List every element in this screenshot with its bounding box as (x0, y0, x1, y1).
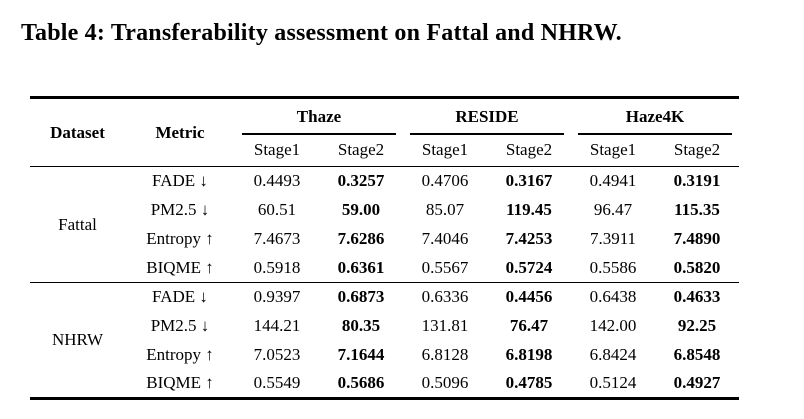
value-cell: 6.8548 (673, 345, 721, 364)
table-row: NHRW FADE ↓ 0.9397 0.6873 0.6336 0.4456 … (30, 282, 739, 399)
value-cell: 76.47 (509, 316, 549, 335)
value-cell: 6.8198 (505, 345, 553, 364)
subcol-reside-stage1: Stage1 (403, 134, 487, 167)
value-cell: 0.6336 (403, 282, 487, 312)
value-cell: 85.07 (425, 200, 465, 219)
value-cell: 0.4493 (253, 171, 301, 191)
dataset-label-fattal: Fattal (58, 214, 97, 234)
table-row: Fattal FADE ↓ 0.4493 0.3257 0.4706 0.316… (30, 167, 739, 233)
value-cell: 0.5686 (337, 373, 385, 393)
metric-label: BIQME ↑ (146, 257, 214, 277)
subcol-thaze-stage2: Stage2 (319, 134, 403, 167)
value-cell: 0.5567 (421, 257, 469, 277)
subcol-reside-stage2: Stage2 (487, 134, 571, 167)
table-row: BIQME ↑ 0.5918 0.6361 0.5567 0.5724 0.55… (30, 254, 739, 283)
value-cell: 115.35 (674, 200, 720, 219)
value-cell: 0.3191 (673, 171, 721, 191)
subcol-haze4k-stage1: Stage1 (571, 134, 655, 167)
value-cell: 0.3167 (505, 171, 553, 191)
value-cell: 0.6873 (319, 282, 403, 312)
header-row-groups: Dataset Metric Thaze RESIDE Haze4K (30, 97, 739, 167)
value-cell: 0.6438 (571, 282, 655, 312)
value-cell: 0.5096 (421, 373, 469, 393)
value-cell: 0.5586 (589, 257, 637, 277)
metric-label: BIQME ↑ (146, 373, 214, 393)
metric-label: FADE ↓ (125, 282, 235, 312)
metric-label: FADE ↓ (152, 171, 208, 191)
value-cell: 0.4633 (655, 282, 739, 312)
value-cell: 0.3257 (337, 171, 385, 191)
table-caption: Table 4: Transferability assessment on F… (21, 20, 622, 46)
subcol-thaze-stage1: Stage1 (235, 134, 319, 167)
table-row: PM2.5 ↓ 60.51 59.00 85.07 119.45 96.47 1… (30, 196, 739, 225)
value-cell: 0.4927 (673, 373, 721, 393)
value-cell: 0.5724 (505, 257, 553, 277)
metric-label: PM2.5 ↓ (150, 200, 210, 219)
value-cell: 0.5820 (673, 257, 721, 277)
table-row: BIQME ↑ 0.5549 0.5686 0.5096 0.4785 0.51… (30, 370, 739, 399)
value-cell: 0.6361 (337, 257, 385, 277)
table-row: PM2.5 ↓ 144.21 80.35 131.81 76.47 142.00… (30, 312, 739, 341)
value-cell: 142.00 (589, 316, 637, 335)
subcol-haze4k-stage2: Stage2 (655, 134, 739, 167)
value-cell: 7.6286 (337, 229, 385, 248)
value-cell: 7.1644 (337, 345, 385, 364)
transferability-table: Dataset Metric Thaze RESIDE Haze4K Stage… (30, 96, 739, 400)
header-row-stages: Stage1 Stage2 Stage1 Stage2 Stage1 Stage… (30, 134, 739, 167)
value-cell: 6.8424 (589, 345, 637, 364)
value-cell: 0.4456 (487, 282, 571, 312)
value-cell: 80.35 (341, 316, 381, 335)
metric-label: Entropy ↑ (146, 345, 214, 364)
value-cell: 0.5124 (589, 373, 637, 393)
dataset-label-nhrw: NHRW (30, 282, 125, 399)
col-header-dataset: Dataset (30, 97, 125, 167)
value-cell: 6.8128 (421, 345, 469, 364)
value-cell: 0.5918 (253, 257, 301, 277)
value-cell: 0.5549 (253, 373, 301, 393)
value-cell: 144.21 (253, 316, 301, 335)
table-row: Entropy ↑ 7.4673 7.6286 7.4046 7.4253 7.… (30, 225, 739, 254)
value-cell: 7.3911 (589, 229, 637, 248)
col-header-metric: Metric (125, 97, 235, 167)
value-cell: 96.47 (593, 200, 633, 219)
metric-label: Entropy ↑ (146, 229, 214, 248)
value-cell: 7.4253 (505, 229, 553, 248)
value-cell: 7.0523 (253, 345, 301, 364)
value-cell: 0.4785 (505, 373, 553, 393)
value-cell: 0.4706 (421, 171, 469, 191)
value-cell: 131.81 (421, 316, 469, 335)
group-header-thaze: Thaze (235, 98, 403, 135)
value-cell: 7.4890 (673, 229, 721, 248)
group-header-reside: RESIDE (403, 98, 571, 135)
value-cell: 60.51 (257, 200, 297, 219)
value-cell: 59.00 (341, 200, 381, 219)
value-cell: 7.4046 (421, 229, 469, 248)
value-cell: 7.4673 (253, 229, 301, 248)
group-header-haze4k: Haze4K (571, 98, 739, 135)
value-cell: 92.25 (677, 316, 717, 335)
table-row: Entropy ↑ 7.0523 7.1644 6.8128 6.8198 6.… (30, 341, 739, 370)
metric-label: PM2.5 ↓ (150, 316, 210, 335)
value-cell: 0.4941 (589, 171, 637, 191)
value-cell: 119.45 (506, 200, 552, 219)
value-cell: 0.9397 (235, 282, 319, 312)
